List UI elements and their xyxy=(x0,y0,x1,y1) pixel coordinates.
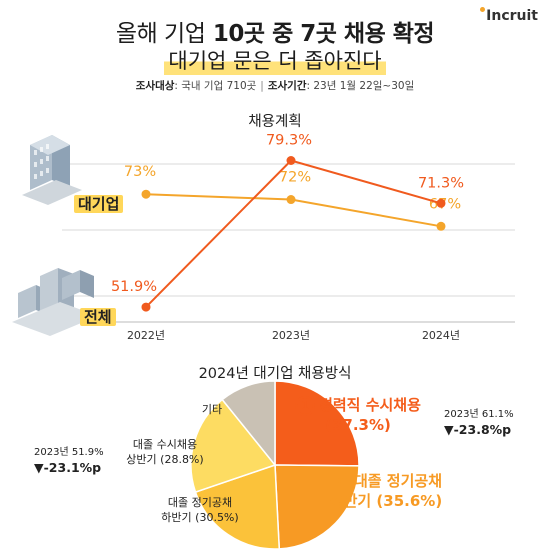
line-chart-title: 채용계획 xyxy=(248,114,302,130)
number-1-badge: 1 xyxy=(295,396,316,416)
x-tick-label: 2023년 xyxy=(272,329,310,342)
subheadline-wrap: 대기업 문은 더 좁아진다 xyxy=(0,45,550,75)
data-point xyxy=(286,195,296,205)
pie-chart-title: 2024년 대기업 채용방식 xyxy=(198,366,352,382)
pie-slice xyxy=(221,380,276,468)
pie-highlight-slice-2: 2 대졸 정기공채 상반기 (35.6%) xyxy=(329,472,443,510)
data-label: 71.3% xyxy=(418,175,464,191)
pie-slice xyxy=(194,463,281,550)
data-point xyxy=(436,198,446,208)
x-tick-label: 2024년 xyxy=(422,329,460,342)
note-experienced-change: 2023년 61.1% ▼-23.8%p xyxy=(444,409,514,437)
data-label: 73% xyxy=(124,164,156,180)
pie-highlight-slice-1: 1 경력직 수시채용 (37.3%) xyxy=(268,396,448,436)
data-label: 51.9% xyxy=(111,279,157,295)
survey-info: 조사대상: 국내 기업 710곳 | 조사기간: 23년 1월 22일~30일 xyxy=(0,78,550,93)
data-point xyxy=(141,302,151,312)
survey-target-label: 조사대상 xyxy=(135,80,175,92)
survey-target-value: : 국내 기업 710곳 xyxy=(174,80,257,92)
logo-dot-icon xyxy=(480,7,486,12)
legend-all-companies: 전체 xyxy=(80,306,116,327)
pie-label-slice-4: 대졸 수시채용 상반기 (28.8%) xyxy=(126,438,204,466)
survey-period-value: : 23년 1월 22일~30일 xyxy=(306,80,415,92)
legend-large-companies: 대기업 xyxy=(74,193,124,214)
pie-label-other: 기타 xyxy=(201,403,223,416)
separator: | xyxy=(260,80,264,92)
number-2-badge: 2 xyxy=(329,472,350,492)
data-point xyxy=(286,155,296,165)
incruit-logo: Incruit xyxy=(480,7,538,24)
subheadline: 대기업 문은 더 좁아진다 xyxy=(164,45,386,75)
buildings-cluster-icon xyxy=(12,268,98,336)
data-point xyxy=(436,221,446,231)
data-label: 79.3% xyxy=(266,132,312,148)
note-grad-change: 2023년 51.9% ▼-23.1%p xyxy=(34,447,104,475)
office-building-icon xyxy=(22,135,82,205)
pie-slice xyxy=(190,398,277,494)
data-label: 72% xyxy=(279,170,311,186)
data-point xyxy=(141,189,151,199)
headline: 올해 기업 10곳 중 7곳 채용 확정 xyxy=(115,21,435,47)
survey-period-label: 조사기간 xyxy=(267,80,307,92)
pie-label-slice-3: 대졸 정기공채 하반기 (30.5%) xyxy=(161,496,239,524)
x-tick-label: 2022년 xyxy=(127,329,165,342)
